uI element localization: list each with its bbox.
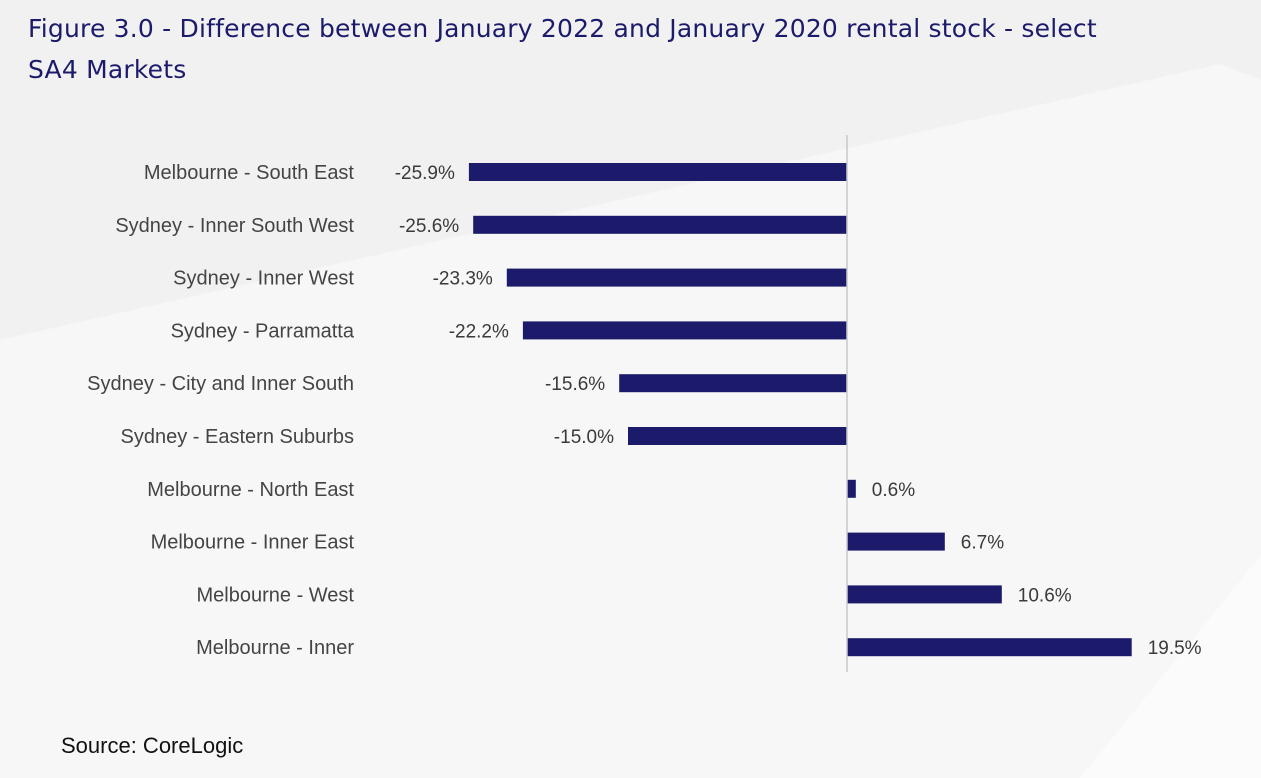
- data-label: 19.5%: [1148, 638, 1202, 659]
- category-label: Sydney - Parramatta: [171, 320, 355, 342]
- category-label: Sydney - Eastern Suburbs: [121, 426, 354, 448]
- bar-sydney-parramatta: [522, 321, 847, 340]
- data-label: -25.6%: [399, 216, 459, 237]
- bar-sydney-inner-west: [506, 268, 847, 287]
- category-label: Melbourne - South East: [144, 162, 355, 184]
- data-label: -22.2%: [449, 321, 509, 342]
- category-label: Sydney - Inner South West: [115, 215, 354, 237]
- data-label: -15.6%: [545, 374, 605, 395]
- bars-layer: [468, 163, 1132, 657]
- category-label: Sydney - Inner West: [173, 268, 354, 290]
- bar-sydney-inner-south-west: [473, 215, 847, 234]
- bar-melbourne-west: [847, 585, 1002, 604]
- bar-sydney-eastern-suburbs: [628, 427, 847, 445]
- source-note: Source: CoreLogic: [61, 733, 244, 758]
- category-label: Melbourne - North East: [147, 479, 354, 501]
- bar-melbourne-inner-east: [847, 532, 945, 551]
- bar-melbourne-inner: [847, 638, 1132, 657]
- data-label: 6.7%: [961, 533, 1004, 554]
- category-label: Melbourne - Inner: [196, 637, 354, 659]
- data-label: -15.0%: [554, 427, 614, 448]
- bar-melbourne-south-east: [468, 163, 847, 181]
- category-label: Melbourne - West: [197, 584, 355, 606]
- background-bottom-facet: [1080, 555, 1261, 778]
- bar-melbourne-north-east: [847, 479, 856, 498]
- category-label: Sydney - City and Inner South: [87, 373, 354, 395]
- category-label: Melbourne - Inner East: [151, 532, 355, 554]
- data-label: -25.9%: [395, 163, 455, 184]
- bar-sydney-city-and-inner-south: [619, 374, 847, 393]
- chart-title: Figure 3.0 - Difference between January …: [28, 14, 1097, 84]
- labels-layer: Melbourne - South East -25.9% Sydney - Inn…: [87, 162, 1202, 659]
- data-label: -23.3%: [433, 269, 493, 290]
- data-label: 0.6%: [872, 480, 915, 501]
- data-label: 10.6%: [1018, 585, 1072, 606]
